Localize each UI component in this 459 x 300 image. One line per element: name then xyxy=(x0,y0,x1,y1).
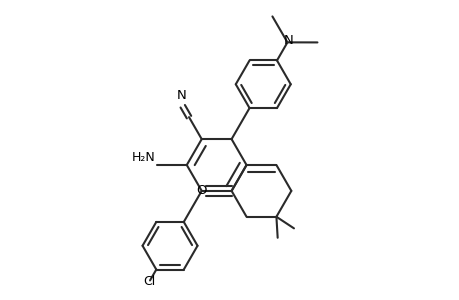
Text: H₂N: H₂N xyxy=(132,151,156,164)
Text: O: O xyxy=(196,184,206,197)
Text: N: N xyxy=(176,89,186,103)
Text: Cl: Cl xyxy=(143,275,155,288)
Text: N: N xyxy=(284,34,293,47)
